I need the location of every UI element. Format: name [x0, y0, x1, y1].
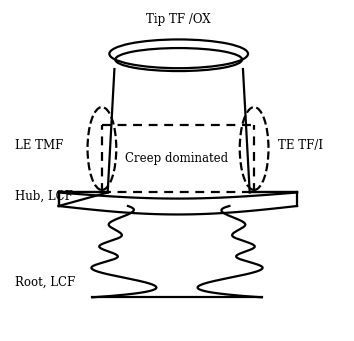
Text: Tip TF /OX: Tip TF /OX [146, 14, 211, 27]
Text: Root, LCF: Root, LCF [15, 276, 75, 288]
Text: LE TMF: LE TMF [15, 139, 63, 152]
Text: Creep dominated: Creep dominated [125, 152, 229, 165]
Text: Hub, LCF: Hub, LCF [15, 189, 73, 202]
Text: TE TF/I: TE TF/I [279, 139, 324, 152]
